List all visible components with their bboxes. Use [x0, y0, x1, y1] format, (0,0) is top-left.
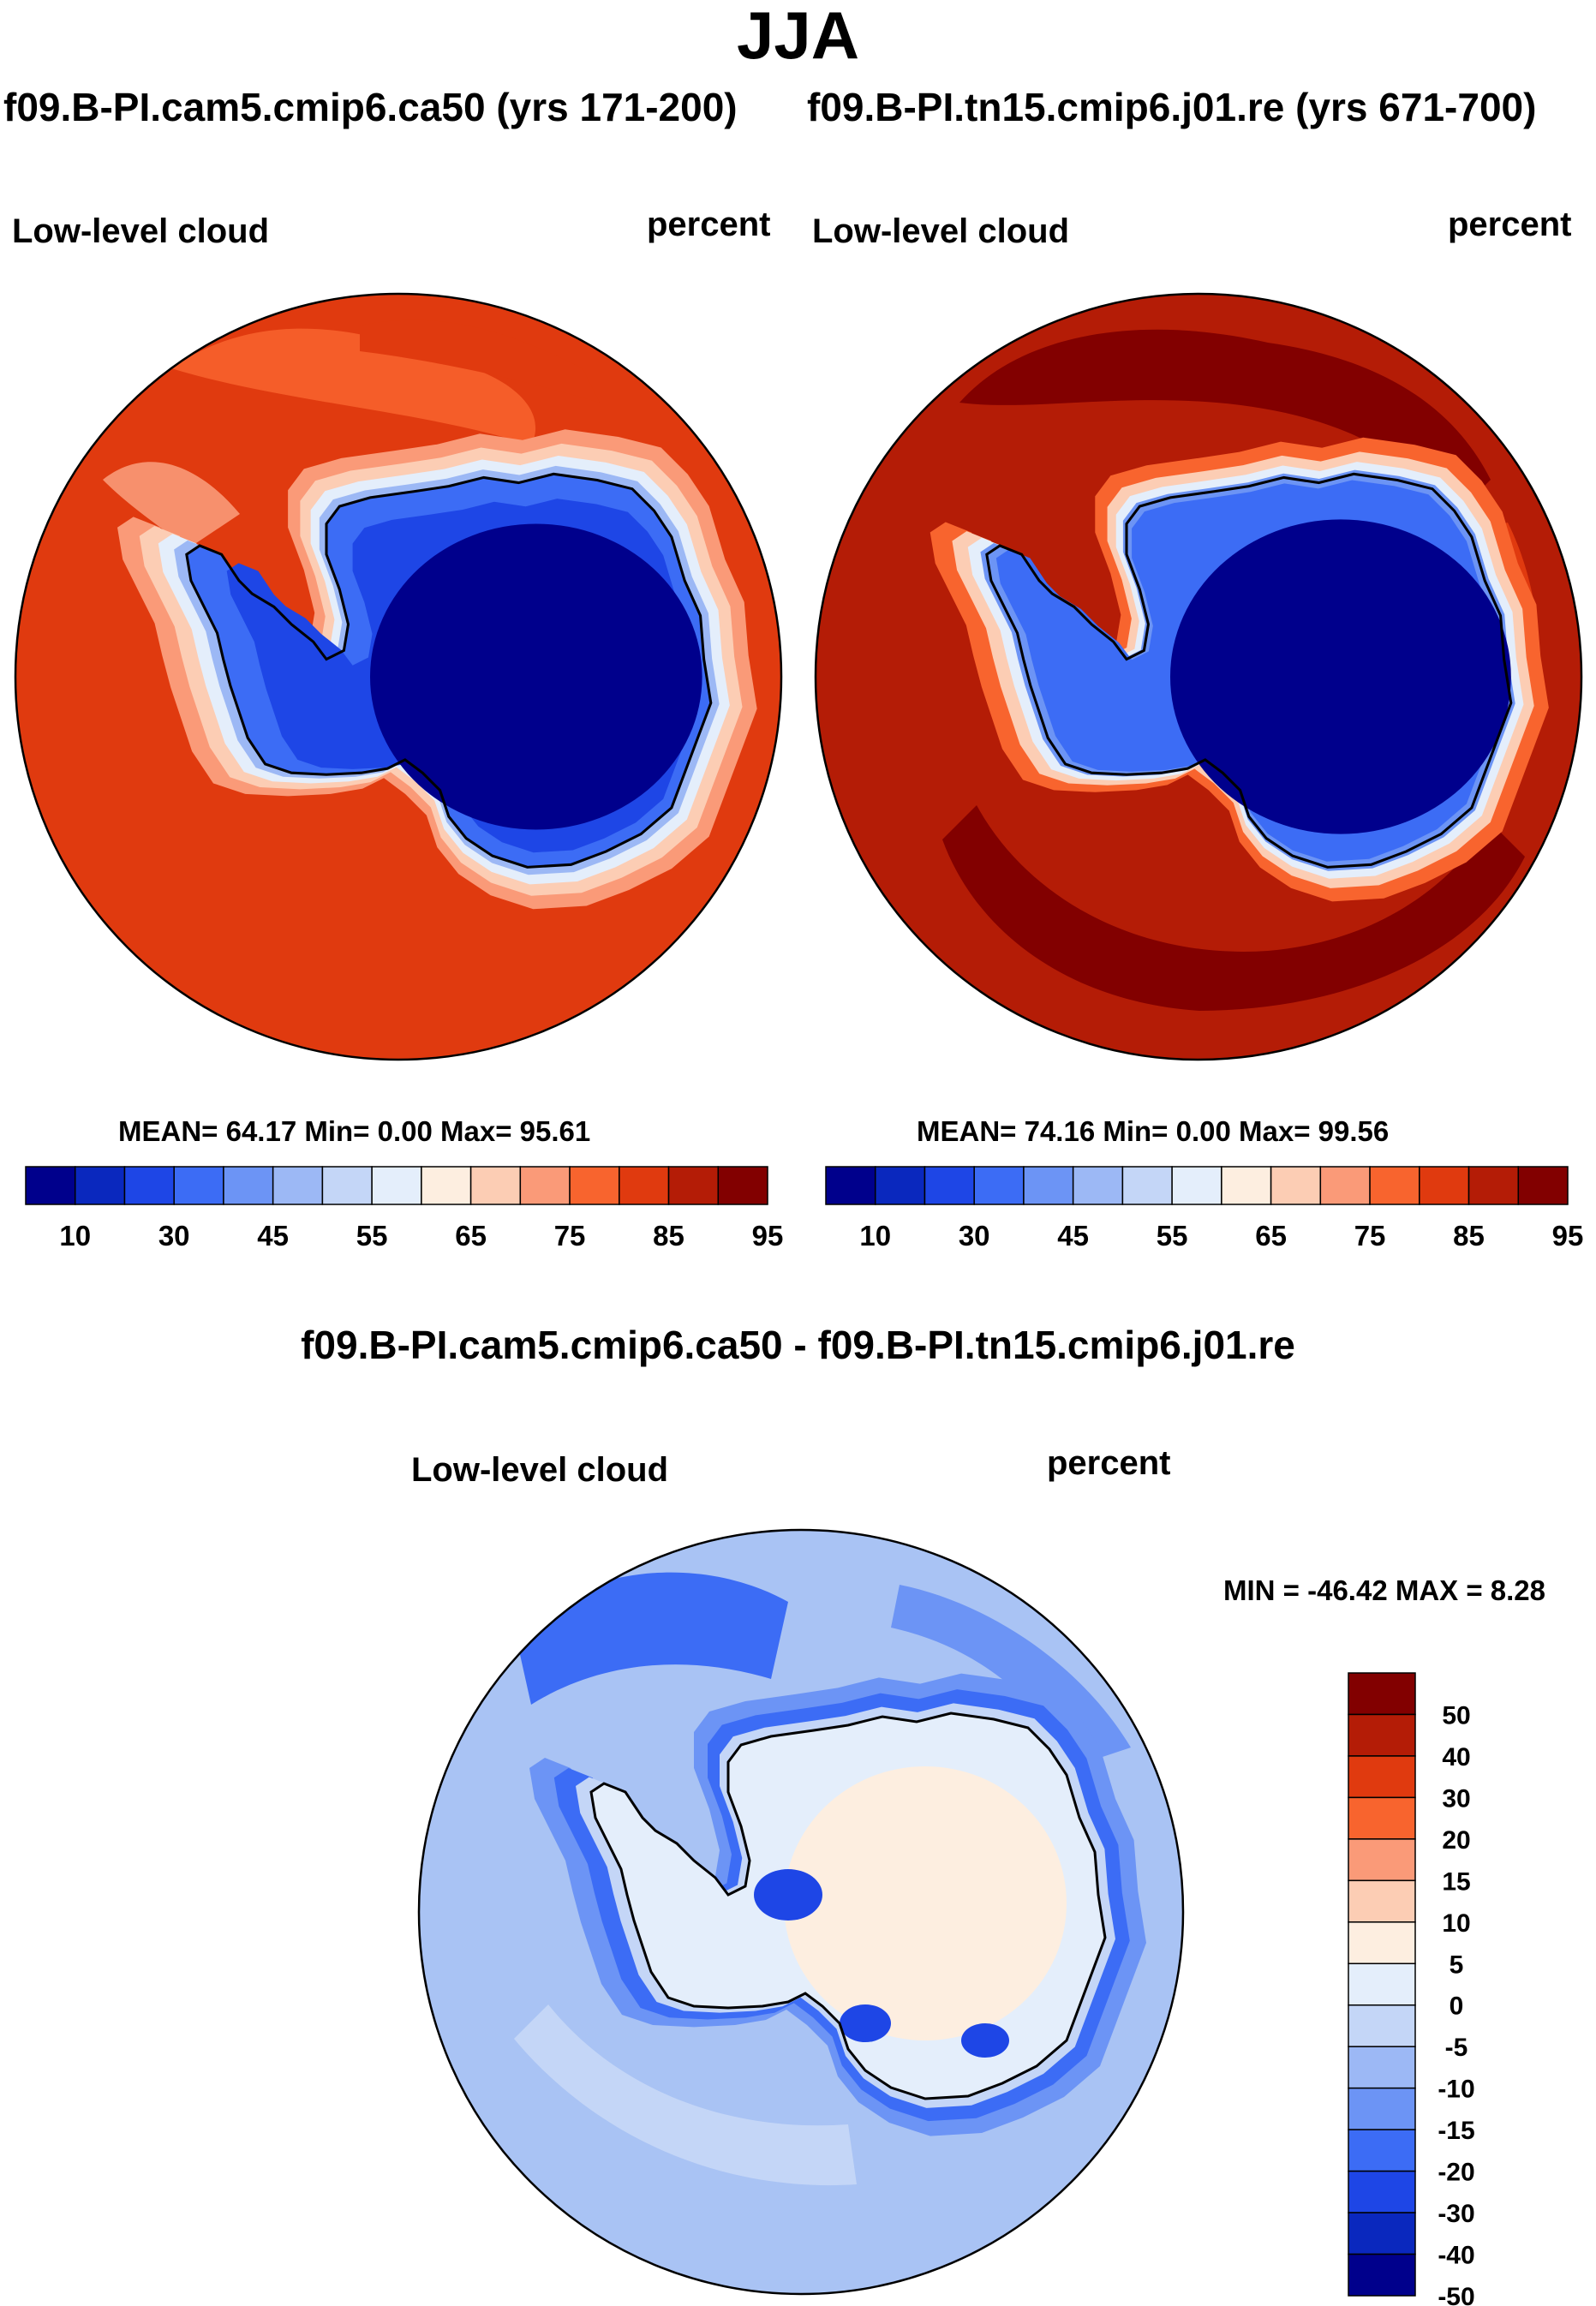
map-diff-border [417, 1528, 1185, 2296]
map-right [816, 294, 1581, 1060]
colorbar-swatch [1348, 1838, 1416, 1882]
stats-diff: MIN = -46.42 MAX = 8.28 [1223, 1574, 1546, 1606]
colorbar-tick-label: 50 [1442, 1701, 1470, 1730]
colorbar-swatch [123, 1166, 175, 1205]
colorbar-tick-label: 75 [554, 1220, 586, 1252]
colorbar-swatch [421, 1166, 472, 1205]
colorbar-tick-label: -20 [1438, 2159, 1474, 2187]
colorbar-swatch [1348, 2170, 1416, 2213]
colorbar-tick-label: 55 [1157, 1220, 1188, 1252]
colorbar-right: 10 30 45 55 65 75 85 95 [825, 1166, 1584, 1252]
case-title-left: f09.B-PI.cam5.cmip6.ca50 (yrs 171-200) [3, 85, 738, 129]
colorbar-tick-label: 85 [653, 1220, 684, 1252]
colorbar-tick-label: 65 [1255, 1220, 1287, 1252]
colorbar-swatch [1348, 1796, 1416, 1840]
colorbar-swatch [924, 1166, 975, 1205]
map-left [15, 294, 781, 1060]
colorbar-left: 10 30 45 55 65 75 85 95 [25, 1166, 784, 1252]
colorbar-swatch [519, 1166, 571, 1205]
colorbar-tick-label: 45 [1057, 1220, 1089, 1252]
colorbar-swatch [1348, 1713, 1416, 1757]
colorbar-swatch [619, 1166, 670, 1205]
colorbar-swatch [272, 1166, 324, 1205]
stats-right: MEAN= 74.16 Min= 0.00 Max= 99.56 [917, 1115, 1390, 1147]
colorbar-swatch [469, 1166, 522, 1205]
colorbar-swatch [1348, 1921, 1416, 1965]
map-diff [419, 1530, 1183, 2294]
map-left-border [14, 292, 783, 1061]
colorbar-tick-label: 0 [1450, 1992, 1464, 2021]
colorbar-swatch [1121, 1166, 1173, 1205]
units-label-left: percent [647, 206, 771, 243]
colorbar-swatch [1348, 1879, 1416, 1923]
colorbar-tick-label: 95 [1552, 1220, 1584, 1252]
colorbar-swatch [223, 1166, 274, 1205]
colorbar-tick-label: 10 [1442, 1909, 1470, 1938]
colorbar-tick-label: 10 [859, 1220, 891, 1252]
units-label-right: percent [1448, 206, 1572, 243]
variable-label-diff: Low-level cloud [411, 1451, 669, 1489]
colorbar-swatch [1348, 2087, 1416, 2130]
colorbar-tick-label: -40 [1438, 2242, 1474, 2270]
colorbar-tick-label: 95 [752, 1220, 784, 1252]
colorbar-swatch [1348, 2253, 1416, 2297]
colorbar-swatch [1221, 1166, 1272, 1205]
colorbar-tick-label: -50 [1438, 2283, 1474, 2306]
colorbar-swatch [1171, 1166, 1222, 1205]
variable-label-right: Low-level cloud [812, 212, 1070, 250]
difference-title: f09.B-PI.cam5.cmip6.ca50 - f09.B-PI.tn15… [301, 1323, 1295, 1367]
colorbar-swatch [874, 1166, 926, 1205]
colorbar-swatch [1348, 2212, 1416, 2255]
map-right-border [814, 292, 1583, 1061]
colorbar-tick-label: 40 [1442, 1743, 1470, 1771]
colorbar-swatch [1348, 1755, 1416, 1799]
colorbar-tick-label: 30 [158, 1220, 190, 1252]
colorbar-tick-label: 30 [1442, 1784, 1470, 1813]
colorbar-swatch [1270, 1166, 1322, 1205]
colorbar-swatch [1348, 1672, 1416, 1716]
colorbar-tick-label: 5 [1450, 1951, 1464, 1979]
case-title-right: f09.B-PI.tn15.cmip6.j01.re (yrs 671-700) [807, 85, 1537, 129]
colorbar-tick-label: -15 [1438, 2117, 1474, 2145]
colorbar-swatch [173, 1166, 224, 1205]
variable-label-left: Low-level cloud [12, 212, 270, 250]
colorbar-swatch [1369, 1166, 1420, 1205]
colorbar-swatch [1517, 1166, 1569, 1205]
colorbar-swatch [569, 1166, 620, 1205]
colorbar-tick-label: -5 [1445, 2034, 1468, 2062]
colorbar-swatch [74, 1166, 126, 1205]
colorbar-tick-label: -30 [1438, 2200, 1474, 2228]
colorbar-tick-label: 85 [1453, 1220, 1485, 1252]
figure-title: JJA [736, 0, 860, 73]
colorbar-tick-label: 75 [1354, 1220, 1386, 1252]
colorbar-tick-label: -10 [1438, 2076, 1474, 2104]
colorbar-swatch [973, 1166, 1025, 1205]
colorbar-tick-label: 45 [257, 1220, 289, 1252]
colorbar-swatch [321, 1166, 373, 1205]
colorbar-swatch [1023, 1166, 1074, 1205]
colorbar-swatch [1348, 1962, 1416, 2006]
colorbar-tick-label: 20 [1442, 1826, 1470, 1855]
colorbar-swatch [1419, 1166, 1470, 1205]
colorbar-swatch [1348, 2129, 1416, 2172]
colorbar-swatch [25, 1166, 76, 1205]
stats-left: MEAN= 64.17 Min= 0.00 Max= 95.61 [118, 1115, 591, 1147]
colorbar-swatch [371, 1166, 422, 1205]
units-label-diff: percent [1047, 1444, 1171, 1482]
colorbar-swatch [1467, 1166, 1520, 1205]
colorbar-tick-label: 30 [959, 1220, 990, 1252]
colorbar-tick-label: 10 [59, 1220, 91, 1252]
colorbar-swatch [1072, 1166, 1124, 1205]
colorbar-swatch [1348, 2046, 1416, 2089]
colorbar-swatch [717, 1166, 768, 1205]
colorbar-swatch [1319, 1166, 1371, 1205]
colorbar-swatch [1348, 2004, 1416, 2047]
colorbar-swatch [825, 1166, 876, 1205]
colorbar-tick-label: 55 [356, 1220, 388, 1252]
colorbar-tick-label: 15 [1442, 1867, 1470, 1896]
colorbar-swatch [667, 1166, 720, 1205]
colorbar-tick-label: 65 [455, 1220, 487, 1252]
